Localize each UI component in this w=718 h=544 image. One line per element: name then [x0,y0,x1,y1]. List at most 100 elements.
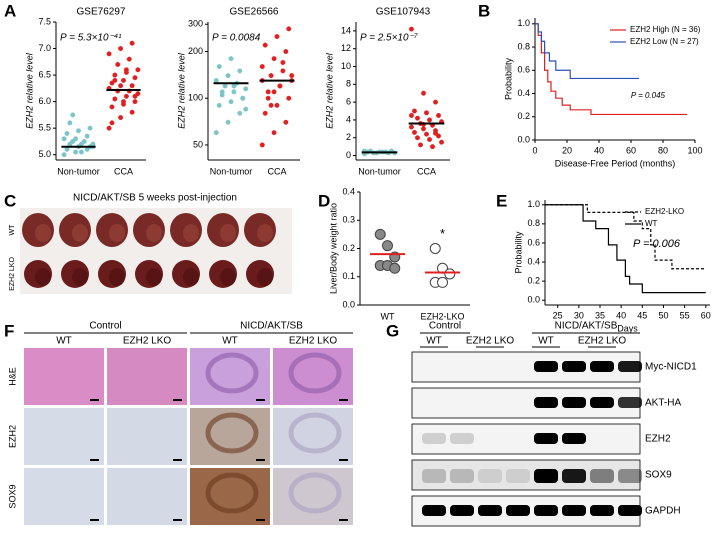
data-point [129,40,135,46]
data-point [271,130,277,136]
blot-band [590,361,614,372]
data-point [135,67,141,73]
x-tick-label: 50 [658,310,668,320]
y-tick-label: 300 [188,19,203,29]
liver [109,224,125,242]
blot-band [534,433,558,444]
liver [183,224,199,242]
data-point [412,108,417,114]
data-point [237,110,243,116]
data-point [418,142,423,148]
liver [183,268,199,286]
x-tick-label: 40 [594,145,604,155]
data-point [437,276,448,288]
y-axis-label: EZH2 relative level [324,52,334,129]
data-point [268,73,274,79]
blot-band [562,361,586,372]
data-point [283,119,289,125]
data-point [243,86,249,92]
x-tick-label: 100 [687,145,702,155]
liver [146,224,162,242]
column-label: EZH2 LKO [466,336,515,347]
liver [220,224,236,242]
tissue-detail [288,472,342,514]
data-point [118,46,124,51]
survival-line [545,204,706,294]
x-tick-label: CCA [114,166,133,176]
data-point [389,262,401,274]
data-point [216,102,222,108]
y-tick-label: 4 [346,114,351,124]
y-tick-label: 0.8 [517,41,530,51]
micrograph [24,408,104,465]
y-tick-label: 0.0 [517,134,530,144]
y-tick-label: 6.5 [38,69,51,79]
x-axis-label: Disease-Free Period (months) [555,158,676,168]
y-tick-label: 200 [188,46,203,56]
data-point [427,117,432,123]
data-point [433,99,438,105]
blot-band [590,397,614,408]
data-point [118,83,124,89]
blot-band [450,505,474,516]
micrograph [24,468,104,525]
x-axis-label: Days [617,323,638,333]
chart-title: GSE76297 [77,7,126,18]
data-point [271,89,277,95]
tissue-detail [205,352,259,394]
blot-band [534,505,558,516]
photo-title: NICD/AKT/SB 5 weeks post-injection [73,193,237,204]
data-point [121,99,126,105]
group-label: NICD/AKT/SB [555,321,618,332]
blot-band [618,397,642,408]
data-point [81,138,87,144]
chart-title: GSE26566 [230,7,279,18]
liver [72,224,88,242]
y-tick-label: 0.8 [527,218,540,228]
y-tick-label: 10 [341,61,351,71]
x-tick-label: 55 [680,310,690,320]
blot-band [618,505,642,516]
data-point [427,137,432,142]
y-tick-label: 0.6 [527,237,540,247]
liver [257,224,273,242]
y-tick-label: 1.0 [527,199,540,209]
data-point [374,228,386,240]
data-point [109,104,115,110]
data-point [421,126,426,132]
column-label: WT [426,336,442,347]
data-point [274,102,280,108]
group-label: Control [89,321,121,332]
blot-band [618,469,642,483]
data-point [228,56,234,62]
data-point [228,99,234,105]
blot-band [422,469,446,483]
row-label: EZH2 [7,425,17,448]
group-label: Control [429,321,461,332]
data-point [436,113,441,118]
legend-label: EZH2-LKO [645,207,684,216]
x-tick-label: Non-tumor [57,166,100,176]
x-tick-label: 80 [658,145,668,155]
data-point [129,109,135,115]
data-point [109,120,115,126]
data-point [61,152,67,158]
blot-strip [411,459,641,491]
data-point [73,149,79,155]
x-tick-label: 0 [532,145,537,155]
data-point [213,78,219,84]
y-tick-label: 5.0 [38,149,51,159]
data-point [112,72,118,78]
column-label: WT [222,336,238,347]
data-point [70,112,76,118]
data-point [231,89,237,95]
data-point [132,99,138,105]
data-point [421,90,426,96]
y-tick-label: 0.6 [517,65,530,75]
data-point [112,77,118,83]
liver [35,268,51,286]
y-tick-label: 0.4 [517,88,530,98]
blot-band [450,433,474,444]
group-label: NICD/AKT/SB [240,321,303,332]
blot-band [590,505,614,516]
